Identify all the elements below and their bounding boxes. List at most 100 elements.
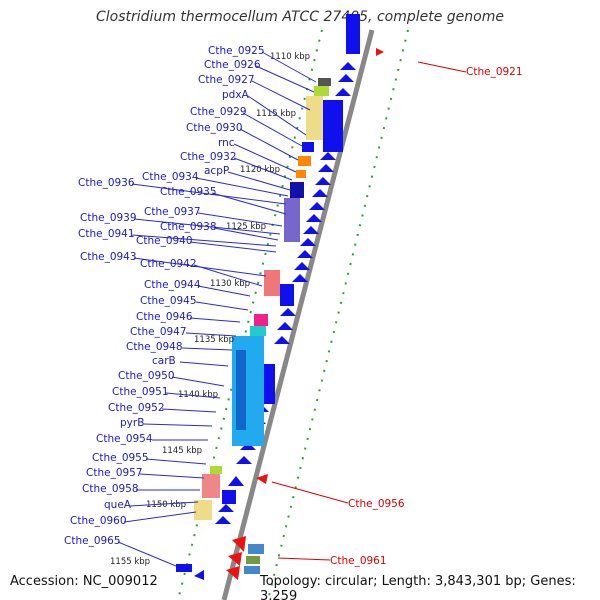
kbp-marker: 1150 kbp	[146, 500, 186, 510]
gene-label: Cthe_0955	[92, 452, 149, 464]
gene-label: rnc	[218, 137, 235, 149]
gene-arrow-red	[226, 566, 240, 580]
gene-block	[323, 100, 343, 152]
gene-label: Cthe_0948	[126, 341, 183, 353]
gene-arrow-red	[228, 552, 242, 566]
gene-label: Cthe_0936	[78, 177, 135, 189]
kbp-marker: 1140 kbp	[178, 390, 218, 400]
gene-block	[290, 182, 304, 198]
gene-arrow	[309, 202, 325, 210]
gene-label: Cthe_0943	[80, 251, 137, 263]
gene-block	[306, 96, 323, 140]
gene-label: Cthe_0929	[190, 106, 247, 118]
gene-label: Cthe_0951	[112, 386, 169, 398]
gene-label: Cthe_0938	[160, 221, 217, 233]
gene-block	[176, 564, 192, 572]
gene-arrow	[277, 322, 293, 330]
gene-label: Cthe_0947	[130, 326, 187, 338]
gene-label: Cthe_0960	[70, 515, 127, 527]
gene-block	[202, 474, 220, 498]
gene-arrow	[303, 226, 319, 234]
gene-arrow-red	[232, 536, 246, 552]
gene-arrow	[338, 74, 354, 82]
gene-arrow	[335, 88, 351, 96]
reverse-strand-genes	[194, 48, 384, 580]
gene-label: Cthe_0944	[144, 279, 201, 291]
gene-block	[248, 544, 264, 554]
gene-arrow	[194, 570, 204, 580]
gene-block	[254, 314, 268, 326]
gene-block	[236, 350, 246, 430]
gene-block	[264, 270, 280, 296]
gene-label-red: Cthe_0956	[348, 498, 405, 510]
gene-arrow	[318, 164, 334, 172]
gene-arrow	[320, 152, 336, 160]
gene-arrow	[315, 177, 331, 185]
gene-label: queA	[104, 499, 132, 511]
gene-label-red: Cthe_0921	[466, 66, 523, 78]
gene-label: Cthe_0958	[82, 483, 139, 495]
gene-block	[246, 556, 260, 564]
gene-arrow	[280, 308, 296, 316]
gene-label: pdxA	[222, 89, 250, 101]
topology-text: Topology: circular; Length: 3,843,301 bp…	[260, 574, 576, 600]
genome-title: Clostridium thermocellum ATCC 27405, com…	[96, 9, 504, 25]
gene-block	[298, 156, 311, 166]
gene-label: Cthe_0965	[64, 535, 121, 547]
right-gene-labels: Cthe_0921 Cthe_0956 Cthe_0961	[271, 61, 523, 567]
gene-label: Cthe_0941	[78, 228, 135, 240]
kbp-marker: 1115 kbp	[256, 109, 296, 119]
gene-label: Cthe_0945	[140, 295, 197, 307]
gene-arrow	[306, 214, 322, 222]
gene-arrow-red	[376, 48, 384, 56]
gene-label: Cthe_0927	[198, 74, 255, 86]
gene-arrow-red	[256, 474, 268, 484]
gene-block	[346, 14, 360, 54]
genome-backbone	[221, 29, 375, 600]
gene-arrow	[300, 238, 316, 246]
gene-label: Cthe_0925	[208, 45, 265, 57]
gene-label: Cthe_0940	[136, 235, 193, 247]
kbp-marker: 1145 kbp	[162, 446, 202, 456]
gene-label: Cthe_0939	[80, 212, 137, 224]
gene-block	[302, 142, 314, 152]
gene-block	[318, 78, 331, 86]
gene-label: Cthe_0930	[186, 122, 243, 134]
kbp-marker: 1135 kbp	[194, 335, 234, 345]
gene-arrow	[218, 504, 234, 512]
gene-block	[194, 500, 212, 520]
gene-block	[314, 86, 329, 96]
gene-label: Cthe_0954	[96, 433, 153, 445]
gene-arrow	[215, 516, 231, 524]
gene-label: Cthe_0926	[204, 59, 261, 71]
gene-label: carB	[152, 355, 176, 367]
gene-arrow	[340, 62, 356, 70]
gene-block	[210, 466, 222, 474]
gene-label: Cthe_0957	[86, 467, 143, 479]
gene-label: pyrB	[120, 417, 144, 429]
gene-label: Cthe_0952	[108, 402, 165, 414]
gene-label: acpP	[204, 165, 229, 177]
gene-block	[222, 490, 236, 504]
gene-block	[250, 326, 266, 336]
gene-arrow	[274, 336, 290, 344]
left-gene-labels: Cthe_0925 Cthe_0926 Cthe_0927 pdxA Cthe_…	[64, 45, 317, 567]
gene-arrow	[312, 189, 328, 197]
gene-block	[284, 198, 300, 242]
gene-label-red: Cthe_0961	[330, 555, 387, 567]
kbp-markers: 1110 kbp 1115 kbp 1120 kbp 1125 kbp 1130…	[110, 52, 310, 567]
gene-label: Cthe_0932	[180, 151, 237, 163]
kbp-marker: 1130 kbp	[210, 279, 250, 289]
gene-label: Cthe_0950	[118, 370, 175, 382]
gene-label: Cthe_0946	[136, 311, 193, 323]
kbp-marker: 1110 kbp	[270, 52, 310, 62]
kbp-marker: 1120 kbp	[240, 165, 280, 175]
gene-block	[280, 284, 294, 306]
gene-label: Cthe_0935	[160, 186, 217, 198]
gene-block	[244, 566, 260, 574]
gene-arrow	[297, 250, 313, 258]
gene-arrow	[292, 274, 308, 282]
kbp-marker: 1155 kbp	[110, 557, 150, 567]
